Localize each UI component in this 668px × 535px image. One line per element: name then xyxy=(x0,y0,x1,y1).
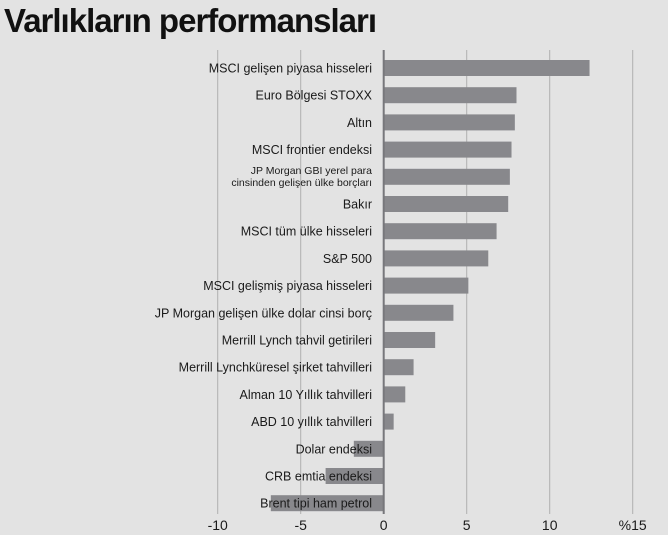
chart-title: Varlıkların performansları xyxy=(4,2,377,39)
bar xyxy=(383,277,469,294)
bar xyxy=(383,87,517,104)
bar xyxy=(383,359,414,376)
bar xyxy=(383,386,406,403)
category-label: JP Morgan GBI yerel para cinsinden gelişe… xyxy=(231,165,372,189)
category-label: MSCI frontier endeksi xyxy=(252,143,372,157)
x-tick-label: 5 xyxy=(463,517,471,533)
bar xyxy=(383,60,590,76)
bar xyxy=(383,223,497,240)
x-tick-label: -10 xyxy=(208,517,228,533)
category-label: MSCI gelişen piyasa hisseleri xyxy=(209,62,372,76)
category-label: Altın xyxy=(347,116,372,130)
category-label: MSCI tüm ülke hisseleri xyxy=(241,225,372,239)
bar xyxy=(270,495,384,512)
category-label: Bakır xyxy=(343,198,372,212)
x-tick-label: %15 xyxy=(619,517,647,533)
bar xyxy=(383,141,512,158)
category-label: Euro Bölgesi STOXX xyxy=(256,89,373,103)
bar xyxy=(353,440,384,457)
category-label: Merrill Lynch tahvil getirileri xyxy=(222,334,372,348)
category-label-line: cinsinden gelişen ülke borçları xyxy=(231,177,372,189)
bar xyxy=(383,250,489,267)
x-tick-label: 0 xyxy=(380,517,388,533)
category-label: CRB emtia endeksi xyxy=(265,470,372,484)
category-label: ABD 10 yıllık tahvilleri xyxy=(251,415,372,429)
bar xyxy=(325,468,384,484)
bar xyxy=(383,332,436,348)
category-label-line: JP Morgan GBI yerel para xyxy=(251,165,372,177)
category-label: JP Morgan gelişen ülke dolar cinsi borç xyxy=(155,306,372,320)
bar xyxy=(383,168,510,185)
category-label: MSCI gelişmiş piyasa hisseleri xyxy=(203,279,372,293)
x-tick-label: -5 xyxy=(294,517,307,533)
bar xyxy=(383,304,454,321)
bar xyxy=(383,413,394,430)
category-label: S&P 500 xyxy=(323,252,372,266)
category-label: Dolar endeksi xyxy=(296,442,372,456)
category-label: Merrill Lynchküresel şirket tahvilleri xyxy=(179,361,372,375)
category-label: Brent tipi ham petrol xyxy=(260,497,372,511)
bar xyxy=(383,196,509,212)
x-tick-label: 10 xyxy=(542,517,558,533)
bar xyxy=(383,114,515,131)
category-label: Alman 10 Yıllık tahvilleri xyxy=(240,388,372,402)
